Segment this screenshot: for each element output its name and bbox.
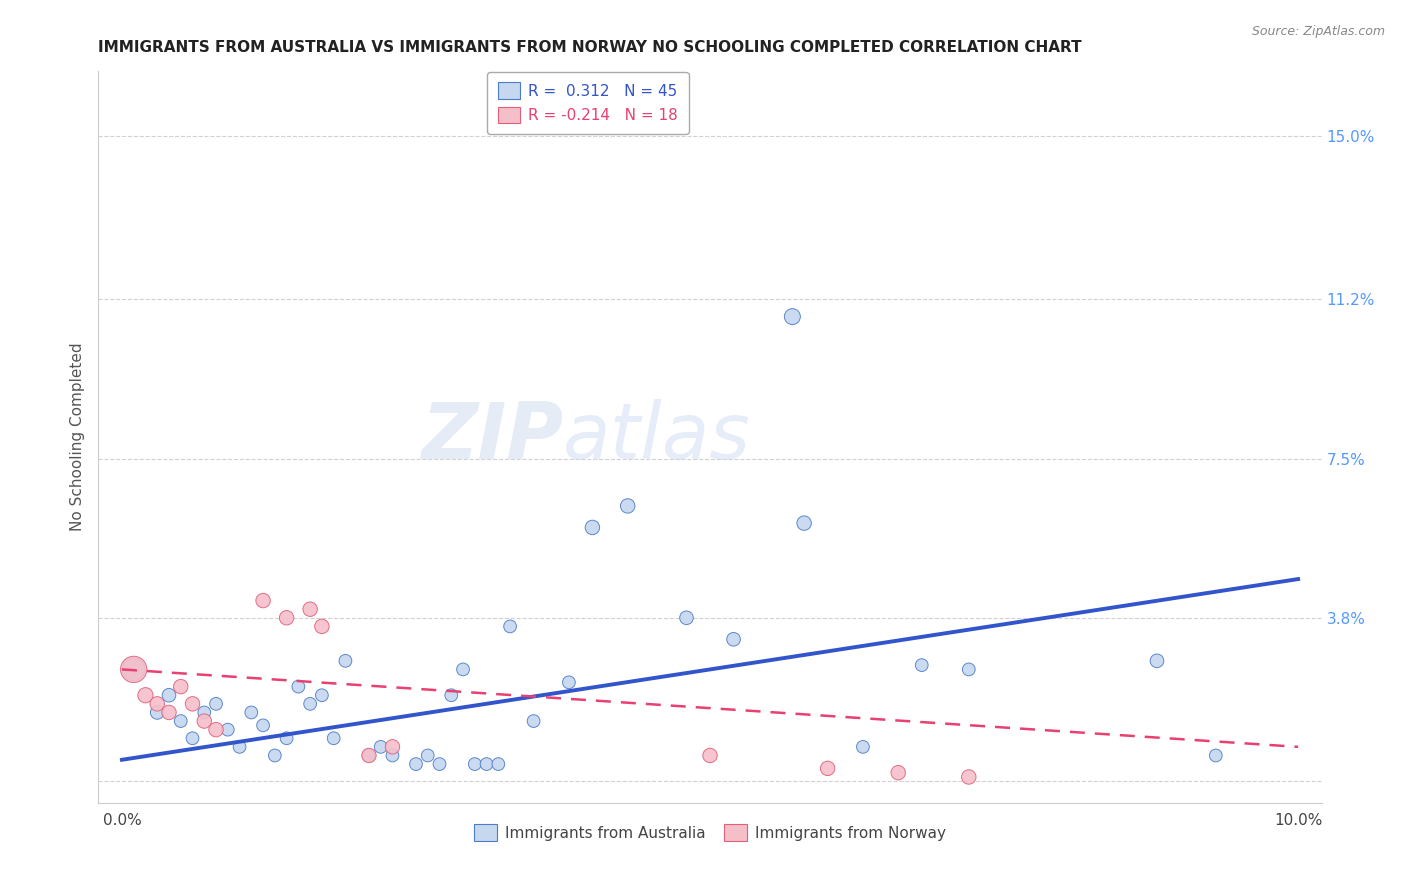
Point: [122, 662, 145, 676]
Point: [311, 688, 333, 702]
Point: [193, 706, 215, 720]
Point: [134, 688, 156, 702]
Point: [122, 662, 145, 676]
Point: [157, 688, 180, 702]
Text: Source: ZipAtlas.com: Source: ZipAtlas.com: [1251, 25, 1385, 38]
Point: [276, 731, 298, 746]
Point: [1146, 654, 1168, 668]
Point: [146, 697, 169, 711]
Point: [193, 714, 215, 728]
Point: [451, 662, 474, 676]
Point: [217, 723, 239, 737]
Point: [335, 654, 357, 668]
Point: [782, 310, 804, 324]
Point: [723, 632, 745, 647]
Text: IMMIGRANTS FROM AUSTRALIA VS IMMIGRANTS FROM NORWAY NO SCHOOLING COMPLETED CORRE: IMMIGRANTS FROM AUSTRALIA VS IMMIGRANTS …: [98, 40, 1083, 55]
Point: [416, 748, 439, 763]
Point: [957, 662, 980, 676]
Legend: Immigrants from Australia, Immigrants from Norway: Immigrants from Australia, Immigrants fr…: [465, 815, 955, 850]
Text: atlas: atlas: [564, 399, 751, 475]
Point: [429, 757, 451, 772]
Point: [1205, 748, 1227, 763]
Point: [263, 748, 285, 763]
Point: [699, 748, 721, 763]
Point: [499, 619, 522, 633]
Point: [181, 697, 204, 711]
Point: [817, 761, 839, 775]
Point: [170, 714, 193, 728]
Point: [440, 688, 463, 702]
Point: [357, 748, 380, 763]
Point: [381, 748, 404, 763]
Point: [793, 516, 815, 530]
Point: [581, 520, 603, 534]
Point: [357, 748, 380, 763]
Point: [287, 680, 309, 694]
Point: [205, 697, 228, 711]
Point: [311, 619, 333, 633]
Point: [464, 757, 486, 772]
Point: [675, 611, 697, 625]
Point: [852, 739, 875, 754]
Point: [240, 706, 263, 720]
Point: [322, 731, 344, 746]
Point: [181, 731, 204, 746]
Point: [887, 765, 910, 780]
Point: [616, 499, 638, 513]
Point: [252, 593, 274, 607]
Text: ZIP: ZIP: [420, 399, 564, 475]
Y-axis label: No Schooling Completed: No Schooling Completed: [70, 343, 86, 532]
Point: [299, 602, 322, 616]
Point: [157, 706, 180, 720]
Point: [299, 697, 322, 711]
Point: [205, 723, 228, 737]
Point: [523, 714, 546, 728]
Point: [228, 739, 250, 754]
Point: [911, 658, 934, 673]
Point: [170, 680, 193, 694]
Point: [486, 757, 509, 772]
Point: [405, 757, 427, 772]
Point: [370, 739, 392, 754]
Point: [957, 770, 980, 784]
Point: [146, 706, 169, 720]
Point: [276, 611, 298, 625]
Point: [558, 675, 581, 690]
Point: [381, 739, 404, 754]
Point: [475, 757, 498, 772]
Point: [252, 718, 274, 732]
